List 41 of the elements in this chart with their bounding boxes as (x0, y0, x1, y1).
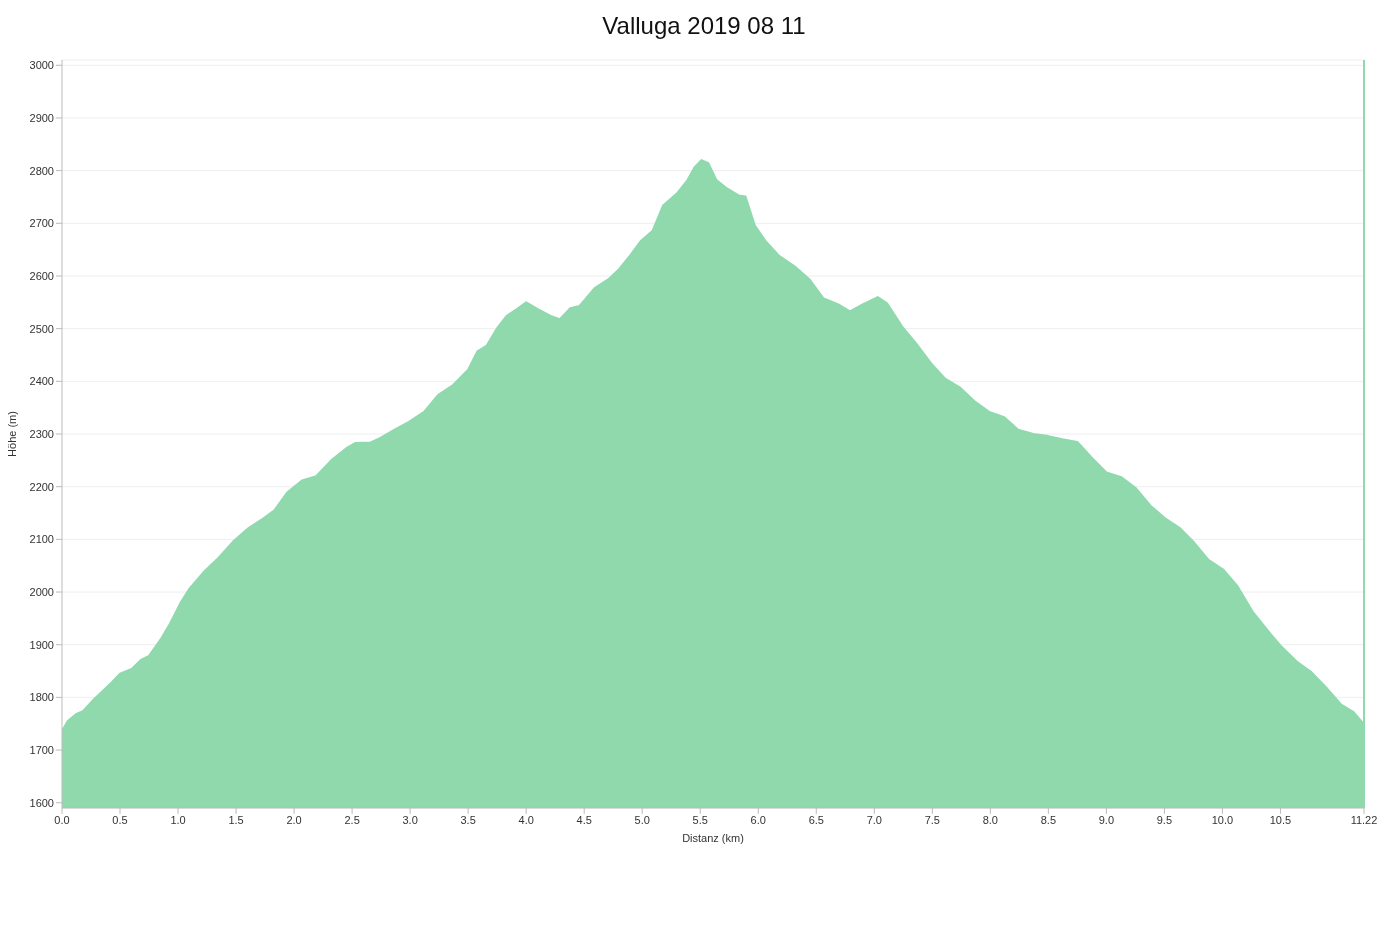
y-tick-label: 2900 (29, 111, 54, 124)
y-tick-label: 2200 (29, 480, 54, 493)
y-tick-label: 1600 (29, 796, 54, 809)
x-tick-label: 10.5 (1269, 813, 1292, 826)
y-tick-label: 3000 (29, 59, 54, 72)
x-tick-label: 1.5 (228, 813, 244, 826)
x-tick-label: 7.5 (924, 813, 940, 826)
y-tick-label: 2000 (29, 585, 54, 598)
y-tick-label: 2600 (29, 269, 54, 282)
y-tick-label: 2800 (29, 164, 54, 177)
y-tick-label: 2500 (29, 322, 54, 335)
x-axis-title: Distanz (km) (682, 832, 744, 844)
x-tick-label: 3.0 (402, 813, 418, 826)
x-tick-label: 5.0 (634, 813, 650, 826)
x-tick-label: 7.0 (866, 813, 882, 826)
chart-title: Valluga 2019 08 11 (601, 11, 807, 41)
x-tick-label: 3.5 (460, 813, 476, 826)
y-tick-label: 1900 (29, 638, 54, 651)
x-tick-label: 10.0 (1211, 813, 1234, 826)
y-tick-label: 2700 (29, 217, 54, 230)
x-tick-label: 11.22 (1350, 813, 1378, 826)
x-tick-label: 8.5 (1040, 813, 1057, 826)
x-tick-label: 1.0 (170, 813, 186, 826)
x-tick-label: 9.0 (1098, 813, 1115, 826)
x-tick-label: 0.0 (54, 813, 70, 826)
y-tick-label: 1700 (29, 743, 54, 756)
x-tick-label: 5.5 (692, 813, 708, 826)
x-tick-label: 0.5 (112, 813, 128, 826)
x-tick-label: 4.5 (576, 813, 592, 826)
y-tick-label: 2400 (29, 375, 54, 388)
x-tick-label: 4.0 (518, 813, 534, 826)
x-tick-label: 9.5 (1156, 813, 1173, 826)
x-tick-label: 2.0 (286, 813, 302, 826)
y-axis-title: Höhe (m) (5, 411, 18, 457)
y-tick-label: 2300 (29, 427, 54, 440)
y-tick-label: 2100 (29, 533, 54, 546)
x-tick-label: 6.5 (808, 813, 824, 826)
y-tick-label: 1800 (29, 691, 54, 704)
x-tick-label: 2.5 (344, 813, 360, 826)
x-tick-label: 6.0 (750, 813, 766, 826)
x-tick-label: 8.0 (982, 813, 998, 826)
